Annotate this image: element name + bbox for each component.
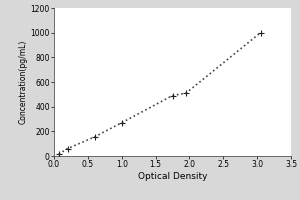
X-axis label: Optical Density: Optical Density: [138, 172, 207, 181]
Y-axis label: Concentration(pg/mL): Concentration(pg/mL): [19, 40, 28, 124]
